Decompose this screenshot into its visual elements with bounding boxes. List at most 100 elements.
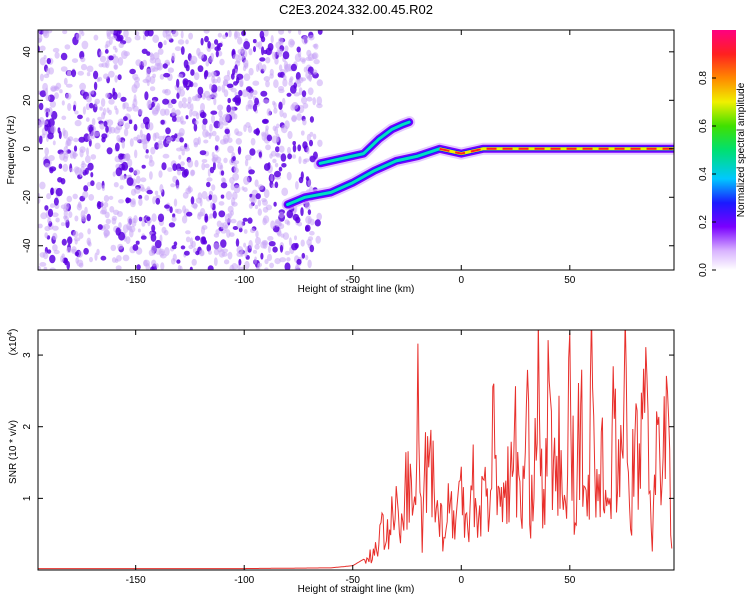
noise-point bbox=[164, 247, 170, 256]
noise-point bbox=[74, 110, 79, 115]
noise-point bbox=[195, 250, 200, 256]
noise-point bbox=[296, 113, 302, 121]
noise-point bbox=[274, 220, 282, 227]
noise-point bbox=[48, 155, 55, 162]
noise-point bbox=[190, 103, 194, 112]
noise-point bbox=[212, 92, 218, 99]
noise-point bbox=[49, 167, 54, 174]
noise-point bbox=[114, 258, 119, 263]
noise-point bbox=[181, 97, 187, 104]
snr-ticks: -150 -100 -50 0 50 1 2 3 bbox=[22, 330, 674, 586]
noise-point bbox=[243, 229, 248, 234]
noise-point bbox=[231, 201, 238, 207]
noise-point bbox=[206, 177, 213, 182]
noise-point bbox=[211, 130, 217, 137]
noise-point bbox=[65, 83, 73, 88]
noise-point bbox=[171, 98, 177, 105]
noise-point bbox=[129, 138, 134, 147]
noise-point bbox=[176, 147, 183, 152]
noise-point bbox=[201, 191, 208, 200]
noise-point bbox=[46, 58, 51, 65]
noise-point bbox=[236, 246, 244, 254]
noise-point bbox=[108, 98, 115, 105]
noise-point bbox=[117, 243, 124, 250]
noise-point bbox=[282, 51, 290, 60]
noise-point bbox=[180, 115, 184, 124]
noise-point bbox=[145, 149, 149, 154]
noise-point bbox=[110, 30, 115, 34]
noise-point bbox=[171, 107, 176, 117]
noise-point bbox=[38, 102, 44, 111]
noise-point bbox=[87, 240, 91, 246]
noise-point bbox=[156, 102, 161, 112]
spectrogram-ticks: -150 -100 -50 0 50 -40 -20 0 20 40 bbox=[22, 30, 674, 286]
noise-point bbox=[225, 113, 230, 122]
noise-point bbox=[279, 244, 284, 253]
noise-point bbox=[63, 77, 68, 85]
noise-point bbox=[140, 235, 147, 240]
snr-panel: -150 -100 -50 0 50 1 2 3 Height of straight lin… bbox=[7, 329, 675, 595]
ridge-core-red bbox=[439, 147, 674, 155]
noise-point bbox=[278, 101, 283, 111]
noise-point bbox=[149, 86, 156, 92]
noise-point bbox=[313, 43, 319, 50]
noise-point bbox=[289, 76, 294, 81]
noise-point bbox=[219, 164, 224, 171]
ridge-1-layer-3 bbox=[318, 120, 411, 165]
noise-point bbox=[117, 57, 124, 66]
spectrogram-panel: -150 -100 -50 0 50 -40 -20 0 20 40 Height of stra… bbox=[6, 29, 675, 295]
noise-point bbox=[201, 226, 205, 235]
noise-point bbox=[278, 30, 285, 35]
noise-point bbox=[230, 218, 237, 224]
noise-point bbox=[274, 126, 279, 135]
noise-point bbox=[44, 205, 49, 211]
noise-point bbox=[300, 239, 305, 247]
noise-point bbox=[316, 79, 323, 87]
noise-point bbox=[232, 54, 240, 60]
noise-point bbox=[170, 183, 176, 188]
noise-point bbox=[67, 103, 72, 111]
noise-point bbox=[107, 125, 113, 135]
noise-point bbox=[249, 196, 256, 203]
noise-point bbox=[261, 131, 267, 137]
noise-point bbox=[286, 92, 292, 97]
noise-point bbox=[244, 158, 249, 167]
noise-point bbox=[216, 220, 222, 228]
noise-point bbox=[150, 146, 156, 155]
noise-point bbox=[279, 41, 284, 46]
noise-point bbox=[182, 78, 189, 86]
noise-point bbox=[58, 163, 63, 169]
noise-point bbox=[61, 115, 67, 121]
noise-point bbox=[248, 169, 255, 175]
noise-point bbox=[242, 65, 247, 72]
noise-point bbox=[250, 137, 256, 146]
noise-point bbox=[203, 30, 210, 34]
noise-point bbox=[157, 213, 165, 223]
colorbar-tick-label: 0.0 bbox=[698, 263, 709, 277]
noise-point bbox=[184, 250, 190, 256]
noise-point bbox=[171, 52, 176, 61]
noise-point bbox=[44, 162, 51, 169]
noise-point bbox=[248, 239, 253, 249]
noise-point bbox=[173, 241, 178, 247]
noise-point bbox=[307, 259, 312, 269]
noise-point bbox=[190, 69, 195, 76]
noise-point bbox=[302, 158, 307, 165]
noise-point bbox=[274, 162, 279, 168]
noise-point bbox=[273, 107, 278, 114]
colorbar-tick-label: 0.2 bbox=[698, 215, 709, 229]
noise-point bbox=[211, 151, 215, 158]
noise-point bbox=[220, 239, 227, 248]
noise-point bbox=[211, 184, 216, 191]
noise-point bbox=[130, 188, 137, 196]
noise-point bbox=[227, 251, 233, 260]
noise-point bbox=[317, 139, 323, 147]
noise-point bbox=[96, 77, 100, 83]
noise-point bbox=[146, 68, 151, 77]
noise-point bbox=[59, 152, 66, 161]
noise-point bbox=[117, 92, 122, 99]
noise-point bbox=[149, 57, 157, 64]
noise-point bbox=[217, 104, 224, 111]
noise-point bbox=[148, 249, 155, 256]
noise-point bbox=[297, 144, 302, 152]
